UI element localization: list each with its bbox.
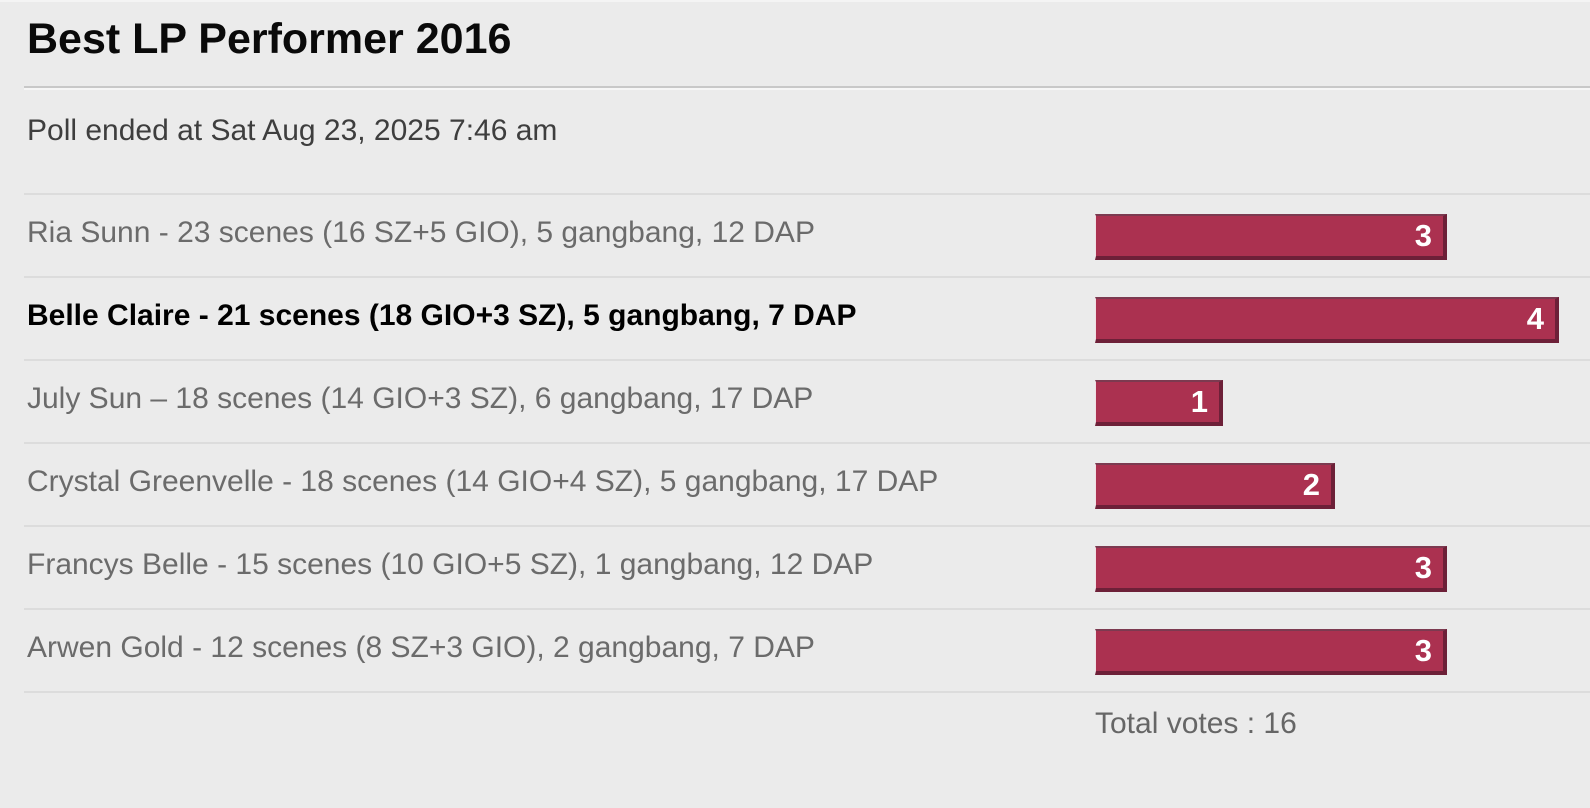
poll-option-label: Francys Belle - 15 scenes (10 GIO+5 SZ),…	[27, 548, 874, 581]
poll-option-label: Belle Claire - 21 scenes (18 GIO+3 SZ), …	[27, 299, 857, 332]
vote-count: 4	[1526, 301, 1544, 336]
poll-result-bar: 3	[1095, 214, 1447, 260]
poll-option-row: Crystal Greenvelle - 18 scenes (14 GIO+4…	[24, 442, 1590, 525]
poll-option-row: Belle Claire - 21 scenes (18 GIO+3 SZ), …	[24, 276, 1590, 359]
vote-count: 1	[1190, 384, 1208, 419]
poll-result-track: 3	[1095, 629, 1543, 675]
vote-count: 2	[1302, 467, 1320, 502]
poll-result-bar: 1	[1095, 380, 1223, 426]
poll-result-track: 1	[1095, 380, 1543, 426]
poll-option-row: July Sun – 18 scenes (14 GIO+3 SZ), 6 ga…	[24, 359, 1590, 442]
poll-result-track: 3	[1095, 214, 1543, 260]
poll-result-track: 3	[1095, 546, 1543, 592]
vote-count: 3	[1414, 550, 1432, 585]
poll-option-row: Francys Belle - 15 scenes (10 GIO+5 SZ),…	[24, 525, 1590, 608]
total-votes: Total votes : 16	[1095, 707, 1297, 740]
poll-option-label: Crystal Greenvelle - 18 scenes (14 GIO+4…	[27, 465, 939, 498]
poll-options: Ria Sunn - 23 scenes (16 SZ+5 GIO), 5 ga…	[24, 193, 1590, 691]
poll-option-label: Arwen Gold - 12 scenes (8 SZ+3 GIO), 2 g…	[27, 631, 815, 664]
page-title: Best LP Performer 2016	[27, 15, 512, 63]
poll-result-bar: 4	[1095, 297, 1559, 343]
poll-option-row: Ria Sunn - 23 scenes (16 SZ+5 GIO), 5 ga…	[24, 193, 1590, 276]
poll-result-bar: 3	[1095, 629, 1447, 675]
poll-option-row: Arwen Gold - 12 scenes (8 SZ+3 GIO), 2 g…	[24, 608, 1590, 691]
total-votes-row: Total votes : 16	[24, 691, 1590, 742]
poll-result-track: 4	[1095, 297, 1559, 343]
title-divider	[24, 86, 1590, 88]
poll-option-label: Ria Sunn - 23 scenes (16 SZ+5 GIO), 5 ga…	[27, 216, 815, 249]
poll-result-bar: 2	[1095, 463, 1335, 509]
poll-result-bar: 3	[1095, 546, 1447, 592]
poll-result-track: 2	[1095, 463, 1543, 509]
poll-status: Poll ended at Sat Aug 23, 2025 7:46 am	[27, 114, 558, 147]
vote-count: 3	[1414, 633, 1432, 668]
vote-count: 3	[1414, 218, 1432, 253]
poll-option-label: July Sun – 18 scenes (14 GIO+3 SZ), 6 ga…	[27, 382, 814, 415]
